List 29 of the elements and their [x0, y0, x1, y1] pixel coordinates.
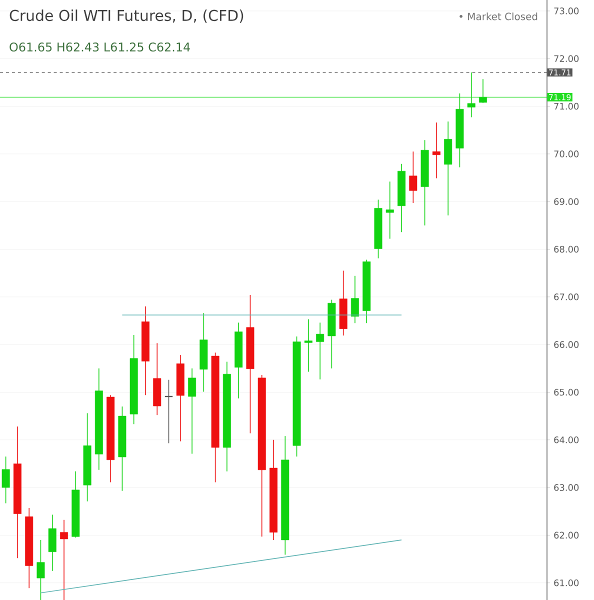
y-tick-label: 63.00: [554, 484, 579, 491]
y-tick-label: 69.00: [554, 198, 579, 205]
y-tick-label: 71.00: [554, 102, 579, 110]
annotation: • Market Closed: [460, 12, 538, 20]
candlestick: [188, 368, 196, 454]
y-tick-label: 68.00: [554, 246, 579, 253]
candlestick: [409, 151, 418, 204]
y-tick-label: 67.00: [554, 294, 579, 300]
y-tick-label: 65.00: [554, 388, 579, 396]
y-tick-label: 70.00: [554, 150, 579, 158]
y-tick-label: 66.00: [554, 341, 579, 348]
text: Crude Oil WTI Futures, D, (CFD): [10, 10, 244, 23]
candlestick: [479, 78, 487, 104]
candlestick: [432, 122, 440, 179]
y-tick-label: 72.00: [554, 55, 579, 62]
y-tick-label: 64.00: [554, 436, 579, 444]
candlestick: [2, 456, 10, 504]
candlestick: [467, 72, 476, 118]
candlestick: [304, 318, 312, 372]
candlestick: [386, 181, 394, 240]
candlestick: [48, 514, 56, 572]
candlestick: [36, 540, 45, 600]
candlestick: [350, 276, 359, 324]
y-tick-label: 62.00: [554, 532, 579, 539]
text: O61.65 H62.43 L61.25 C62.14: [10, 42, 190, 52]
y-tick-label: 73.00: [554, 8, 579, 14]
y-tick-label: 61.00: [554, 579, 579, 586]
candlestick: [316, 322, 324, 380]
candlestick: [60, 520, 68, 600]
